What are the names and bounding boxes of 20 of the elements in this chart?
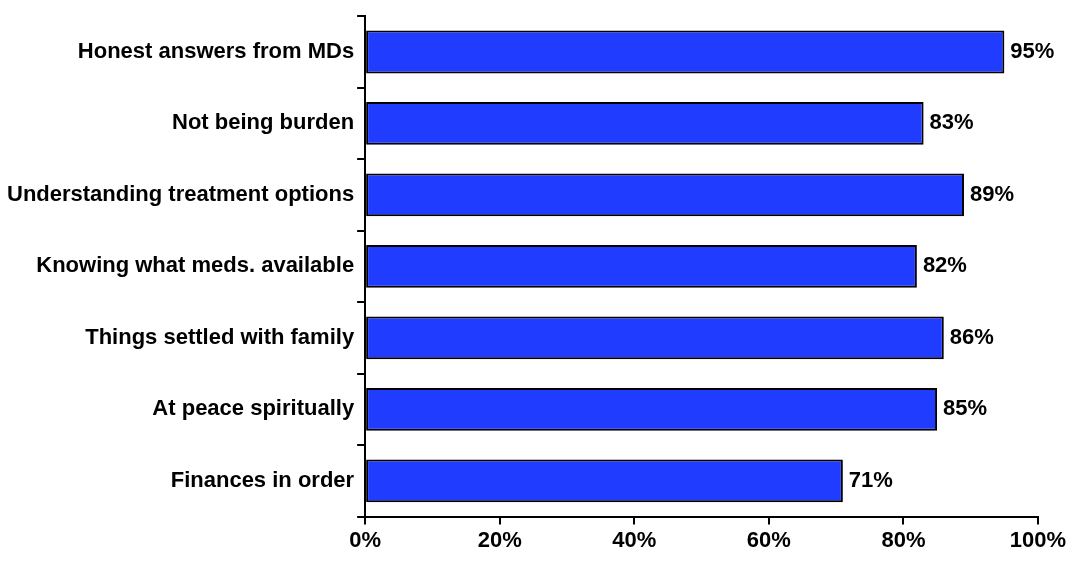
y-tick-label: Finances in order bbox=[170, 466, 355, 492]
y-tick-label: Understanding treatment options bbox=[7, 180, 355, 206]
y-tick-label: Not being burden bbox=[172, 109, 355, 135]
x-tick-label: 60% bbox=[746, 526, 791, 552]
x-tick-label: 40% bbox=[612, 526, 657, 552]
y-tick-label: Honest answers from MDs bbox=[77, 38, 355, 64]
y-tick-label: At peace spiritually bbox=[152, 395, 355, 421]
data-label: 89% bbox=[969, 180, 1015, 206]
data-label: 86% bbox=[949, 323, 994, 349]
data-label: 82% bbox=[922, 252, 967, 278]
data-label: 83% bbox=[929, 109, 974, 135]
y-tick-label: Things settled with family bbox=[85, 323, 355, 349]
x-tick-label: 100% bbox=[1009, 526, 1067, 552]
y-tick-label: Knowing what meds. available bbox=[36, 252, 355, 278]
data-label: 71% bbox=[848, 466, 893, 492]
x-tick-label: 80% bbox=[881, 526, 926, 552]
data-label: 95% bbox=[1010, 38, 1055, 64]
data-label: 85% bbox=[943, 395, 988, 421]
x-tick-label: 0% bbox=[349, 526, 382, 552]
x-tick-label: 20% bbox=[477, 526, 522, 552]
